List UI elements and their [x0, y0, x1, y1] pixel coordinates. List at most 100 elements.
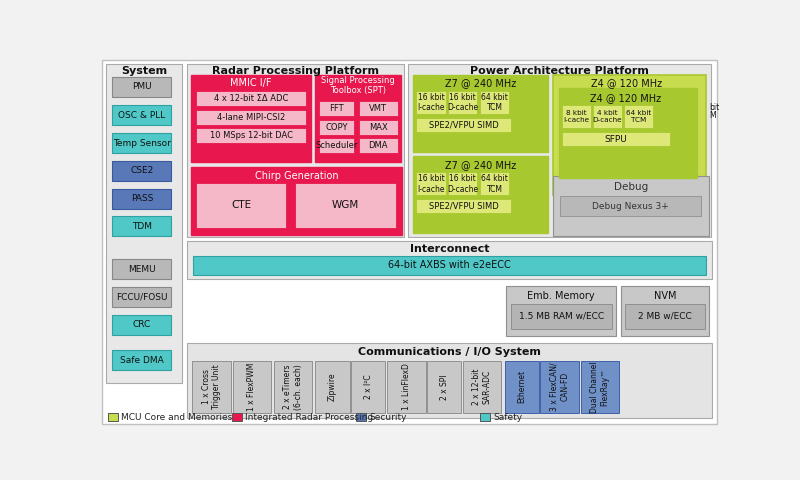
Text: 16 kbit
I-cache: 16 kbit I-cache — [417, 93, 445, 112]
Bar — [356, 413, 366, 421]
Text: 4 x 12-bit ΣΔ ADC: 4 x 12-bit ΣΔ ADC — [214, 94, 288, 103]
Bar — [624, 105, 653, 129]
Bar — [359, 138, 398, 153]
Text: Radar Processing Platform: Radar Processing Platform — [212, 66, 379, 76]
Bar — [112, 105, 171, 125]
Text: Communications / I/O System: Communications / I/O System — [358, 347, 541, 357]
Bar — [112, 216, 171, 236]
Bar — [112, 133, 171, 153]
Text: Z7 @ 240 MHz: Z7 @ 240 MHz — [445, 160, 516, 169]
Bar — [318, 138, 354, 153]
Bar — [295, 183, 396, 228]
Bar — [505, 361, 538, 413]
Text: Signal Processing
Toolbox (SPT): Signal Processing Toolbox (SPT) — [321, 76, 395, 95]
Text: 4-lane MIPI-CSI2: 4-lane MIPI-CSI2 — [217, 113, 286, 122]
Bar — [416, 118, 510, 132]
Text: Power Architecture Platform: Power Architecture Platform — [470, 66, 649, 76]
Bar — [193, 256, 706, 275]
Text: 64 kbit
TCM: 64 kbit TCM — [626, 110, 651, 123]
Bar — [196, 183, 286, 228]
Bar — [562, 105, 590, 129]
Text: Chirp Generation: Chirp Generation — [255, 171, 338, 181]
Text: Z7 @ 240 MHz: Z7 @ 240 MHz — [445, 78, 516, 88]
Text: Dual Channel
FlexRay™: Dual Channel FlexRay™ — [590, 361, 610, 413]
Text: TDM: TDM — [132, 222, 152, 231]
Bar — [416, 91, 446, 114]
Bar — [480, 91, 509, 114]
Bar — [196, 129, 306, 143]
Bar — [427, 361, 461, 413]
Text: 1.5 MB RAM w/ECC: 1.5 MB RAM w/ECC — [518, 312, 604, 321]
Bar — [196, 110, 306, 125]
Text: Integrated Radar Processing: Integrated Radar Processing — [245, 413, 373, 422]
Bar — [480, 172, 509, 195]
Text: Z4 @ 120 MHz: Z4 @ 120 MHz — [591, 78, 662, 88]
Text: PMU: PMU — [132, 83, 152, 91]
Bar — [233, 361, 271, 413]
Text: 2 x I²C: 2 x I²C — [364, 374, 373, 399]
Text: FFT: FFT — [329, 104, 344, 113]
Text: DMA: DMA — [369, 141, 388, 150]
Text: Scheduler: Scheduler — [315, 141, 358, 150]
Bar — [593, 105, 622, 129]
Bar — [553, 176, 709, 236]
Bar — [187, 64, 404, 237]
Bar — [462, 361, 502, 413]
Bar — [553, 74, 706, 195]
Bar — [558, 88, 697, 178]
Text: Zipwire: Zipwire — [328, 372, 337, 401]
Bar — [191, 74, 310, 162]
Text: MEMU: MEMU — [128, 265, 156, 274]
Text: PASS: PASS — [130, 194, 153, 203]
Text: 16 kbit
D-cache: 16 kbit D-cache — [447, 93, 478, 112]
Text: 2 MB w/ECC: 2 MB w/ECC — [638, 312, 692, 321]
Text: NVM: NVM — [654, 290, 676, 300]
Bar — [192, 361, 231, 413]
Bar — [359, 101, 398, 116]
Text: Z4 @ 120 MHz: Z4 @ 120 MHz — [590, 93, 661, 103]
Text: CRC: CRC — [133, 320, 151, 329]
Text: SFPU: SFPU — [605, 135, 627, 144]
Bar — [315, 74, 401, 162]
Bar — [315, 361, 350, 413]
Bar — [413, 74, 548, 152]
Bar — [274, 361, 312, 413]
Bar — [416, 172, 446, 195]
Text: Safety: Safety — [493, 413, 522, 422]
Text: Debug Nexus 3+: Debug Nexus 3+ — [593, 202, 670, 211]
Bar — [581, 361, 619, 413]
Text: 1 x LinFlexD: 1 x LinFlexD — [402, 363, 410, 410]
Text: 16 kbit
I-cache: 16 kbit I-cache — [417, 174, 445, 193]
Text: MMIC I/F: MMIC I/F — [230, 78, 272, 88]
Bar — [562, 132, 670, 146]
Bar — [448, 172, 478, 195]
Bar — [112, 259, 171, 279]
Text: 1 x Cross
Trigger Unit: 1 x Cross Trigger Unit — [202, 364, 222, 409]
Bar — [191, 167, 402, 235]
Text: 1 x FlexPWM: 1 x FlexPWM — [247, 362, 257, 411]
Bar — [510, 304, 611, 329]
Text: Debug: Debug — [614, 182, 648, 192]
Bar — [359, 120, 398, 134]
Bar — [409, 64, 710, 237]
Bar — [413, 156, 548, 233]
Bar — [187, 241, 712, 279]
Text: OSC & PLL: OSC & PLL — [118, 111, 166, 120]
Bar — [318, 101, 354, 116]
Text: 8 kbit
I-cache: 8 kbit I-cache — [563, 110, 590, 123]
Text: 3 x FlexCAN/
CAN-FD: 3 x FlexCAN/ CAN-FD — [550, 362, 570, 411]
Text: 64 kbit
TCM: 64 kbit TCM — [481, 174, 508, 193]
Text: 4 kbit
D-cache: 4 kbit D-cache — [593, 110, 622, 123]
Bar — [108, 413, 118, 421]
Bar — [232, 413, 242, 421]
Text: System: System — [121, 66, 167, 76]
Text: 2 x eTimers
(6-ch. each): 2 x eTimers (6-ch. each) — [283, 364, 302, 409]
Bar — [318, 120, 354, 134]
Text: Security: Security — [369, 413, 406, 422]
Bar — [112, 350, 171, 370]
Bar — [540, 361, 579, 413]
Text: 64 kbit
TCM: 64 kbit TCM — [481, 93, 508, 112]
Text: 2 x SPI: 2 x SPI — [440, 374, 449, 399]
Text: 2 x 12-bit
SAR-ADC: 2 x 12-bit SAR-ADC — [472, 369, 492, 405]
Text: 64-bit AXBS with e2eECC: 64-bit AXBS with e2eECC — [388, 261, 511, 271]
